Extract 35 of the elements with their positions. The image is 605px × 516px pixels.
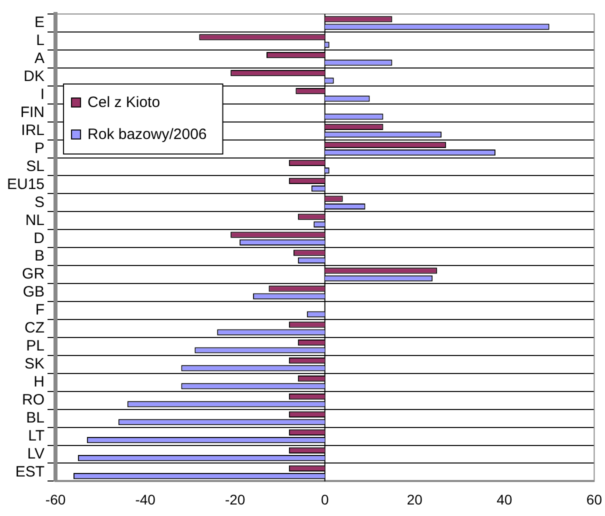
y-tick-label: PL [26, 338, 45, 355]
y-tick-label: GB [22, 284, 45, 301]
y-tick-label: LV [27, 445, 45, 462]
x-tick-label: -20 [224, 491, 246, 508]
y-tick-label: B [34, 248, 45, 265]
x-tick-label: 20 [406, 491, 423, 508]
legend-label: Rok bazowy/2006 [88, 126, 207, 144]
y-tick-label: S [34, 194, 45, 211]
y-tick-label: BL [26, 409, 45, 426]
y-tick-label: P [34, 140, 45, 157]
y-tick-label: DK [24, 68, 45, 86]
y-tick-label: H [34, 374, 45, 391]
y-tick-label: I [40, 86, 45, 103]
x-tick-label: -60 [45, 491, 66, 508]
y-tick-label: L [36, 32, 45, 50]
y-tick-label: RO [22, 391, 45, 408]
y-tick-label: SK [24, 356, 45, 373]
y-tick-label: E [34, 14, 45, 32]
legend-label: Cel z Kioto [88, 94, 160, 112]
y-tick-label: D [34, 230, 45, 247]
y-tick-label: F [35, 302, 45, 319]
y-tick-label: CZ [24, 320, 45, 337]
x-tick-label: 60 [586, 491, 602, 508]
x-tick-label: 0 [320, 491, 329, 508]
x-tick-label: 40 [496, 491, 512, 508]
y-tick-label: A [34, 50, 45, 68]
y-tick-label: LT [28, 427, 45, 444]
y-tick-label: IRL [21, 122, 45, 139]
y-tick-label: FIN [20, 104, 45, 121]
x-tick-label: -40 [135, 491, 156, 508]
y-tick-label: NL [25, 212, 45, 229]
y-tick-label: EU15 [6, 176, 45, 193]
y-tick-label: GR [22, 266, 45, 283]
y-tick-label: SL [26, 158, 45, 175]
y-tick-label: EST [15, 463, 45, 480]
